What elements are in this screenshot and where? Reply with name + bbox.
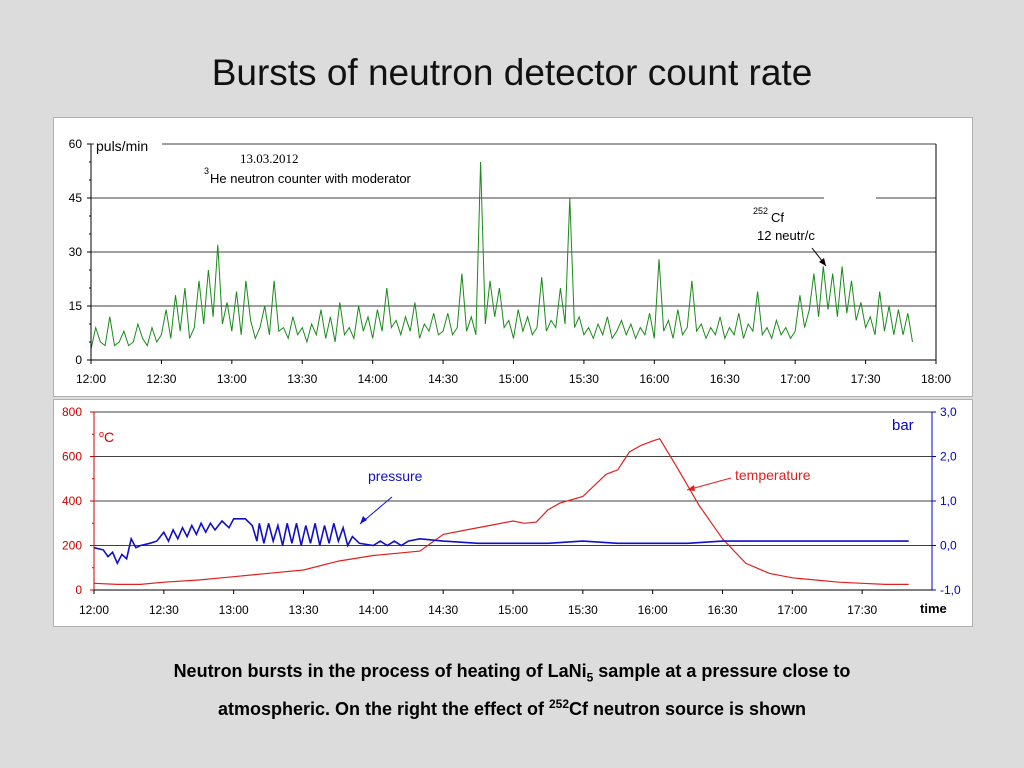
x-tick-label: 12:00 <box>79 603 109 617</box>
x-tick-label: 15:30 <box>569 372 599 386</box>
x-tick-label: 14:00 <box>358 603 388 617</box>
left-y-tick-label: 600 <box>62 450 82 464</box>
y-tick-label: 30 <box>69 245 83 259</box>
count-rate-chart: 0 15 30 45 60 12:00 12:30 13:00 13:30 14:00 14:30… <box>69 136 951 386</box>
right-y-tick-label: 0,0 <box>940 539 957 553</box>
x-tick-label: 13:30 <box>287 372 317 386</box>
x-tick-label: 16:00 <box>639 372 669 386</box>
source-annotation: Cf <box>771 210 784 225</box>
right-axis-unit-label: bar <box>892 417 914 434</box>
x-tick-label: 15:00 <box>498 603 528 617</box>
x-tick-label: 15:30 <box>568 603 598 617</box>
y-axis-label: puls/min <box>96 138 148 154</box>
source-superscript: 252 <box>753 206 768 216</box>
x-tick-label: 12:30 <box>149 603 179 617</box>
x-tick-label: 18:00 <box>921 372 951 386</box>
right-y-tick-label: 1,0 <box>940 494 957 508</box>
left-axis-unit-label: oC <box>99 429 114 445</box>
count-rate-series-line <box>90 161 913 350</box>
y-tick-label: 0 <box>75 353 82 367</box>
pressure-label: pressure <box>368 468 423 484</box>
left-y-tick-label: 200 <box>62 539 82 553</box>
x-tick-label: 14:00 <box>358 372 388 386</box>
x-tick-label: 17:30 <box>851 372 881 386</box>
left-y-tick-label: 800 <box>62 405 82 419</box>
right-y-tick-label: 2,0 <box>940 450 957 464</box>
x-tick-label: 17:00 <box>780 372 810 386</box>
x-axis-label: time <box>920 601 947 616</box>
y-tick-label: 60 <box>69 137 83 151</box>
right-y-tick-label: -1,0 <box>940 583 961 597</box>
right-y-tick-label: 3,0 <box>940 405 957 419</box>
pressure-series-line <box>93 518 909 566</box>
left-y-tick-label: 400 <box>62 494 82 508</box>
x-tick-label: 14:30 <box>428 372 458 386</box>
y-tick-label: 45 <box>69 191 83 205</box>
x-tick-label: 16:00 <box>638 603 668 617</box>
x-tick-label: 16:30 <box>710 372 740 386</box>
temperature-arrow-head <box>687 485 695 491</box>
y-tick-label: 15 <box>69 299 83 313</box>
x-tick-label: 14:30 <box>428 603 458 617</box>
temperature-pressure-chart: 0 200 400 600 800 -1,0 0,0 1,0 2,0 3,0 12:00 12:3… <box>62 405 961 617</box>
x-tick-label: 17:00 <box>777 603 807 617</box>
source-rate-annotation: 12 neutr/c <box>757 228 815 243</box>
x-tick-label: 13:30 <box>288 603 318 617</box>
x-tick-label: 12:00 <box>76 372 106 386</box>
x-tick-label: 13:00 <box>219 603 249 617</box>
x-tick-label: 13:00 <box>217 372 247 386</box>
detector-superscript: 3 <box>204 166 209 176</box>
source-arrow-head <box>819 258 826 266</box>
temperature-pressure-chart-panel: 0 200 400 600 800 -1,0 0,0 1,0 2,0 3,0 12:00 12:3… <box>53 399 973 627</box>
pressure-arrow-head <box>360 516 367 524</box>
left-y-tick-label: 0 <box>75 583 82 597</box>
count-rate-chart-panel: 0 15 30 45 60 12:00 12:30 13:00 13:30 14:00 14:30… <box>53 117 973 397</box>
detector-annotation: He neutron counter with moderator <box>210 171 412 186</box>
date-annotation: 13.03.2012 <box>240 151 299 166</box>
x-tick-label: 12:30 <box>146 372 176 386</box>
x-tick-label: 16:30 <box>707 603 737 617</box>
slide-caption: Neutron bursts in the process of heating… <box>173 661 851 719</box>
temperature-label: temperature <box>735 467 811 483</box>
x-tick-label: 17:30 <box>847 603 877 617</box>
x-tick-label: 15:00 <box>498 372 528 386</box>
slide-title: Bursts of neutron detector count rate <box>211 52 813 93</box>
temperature-series-line <box>93 437 909 585</box>
